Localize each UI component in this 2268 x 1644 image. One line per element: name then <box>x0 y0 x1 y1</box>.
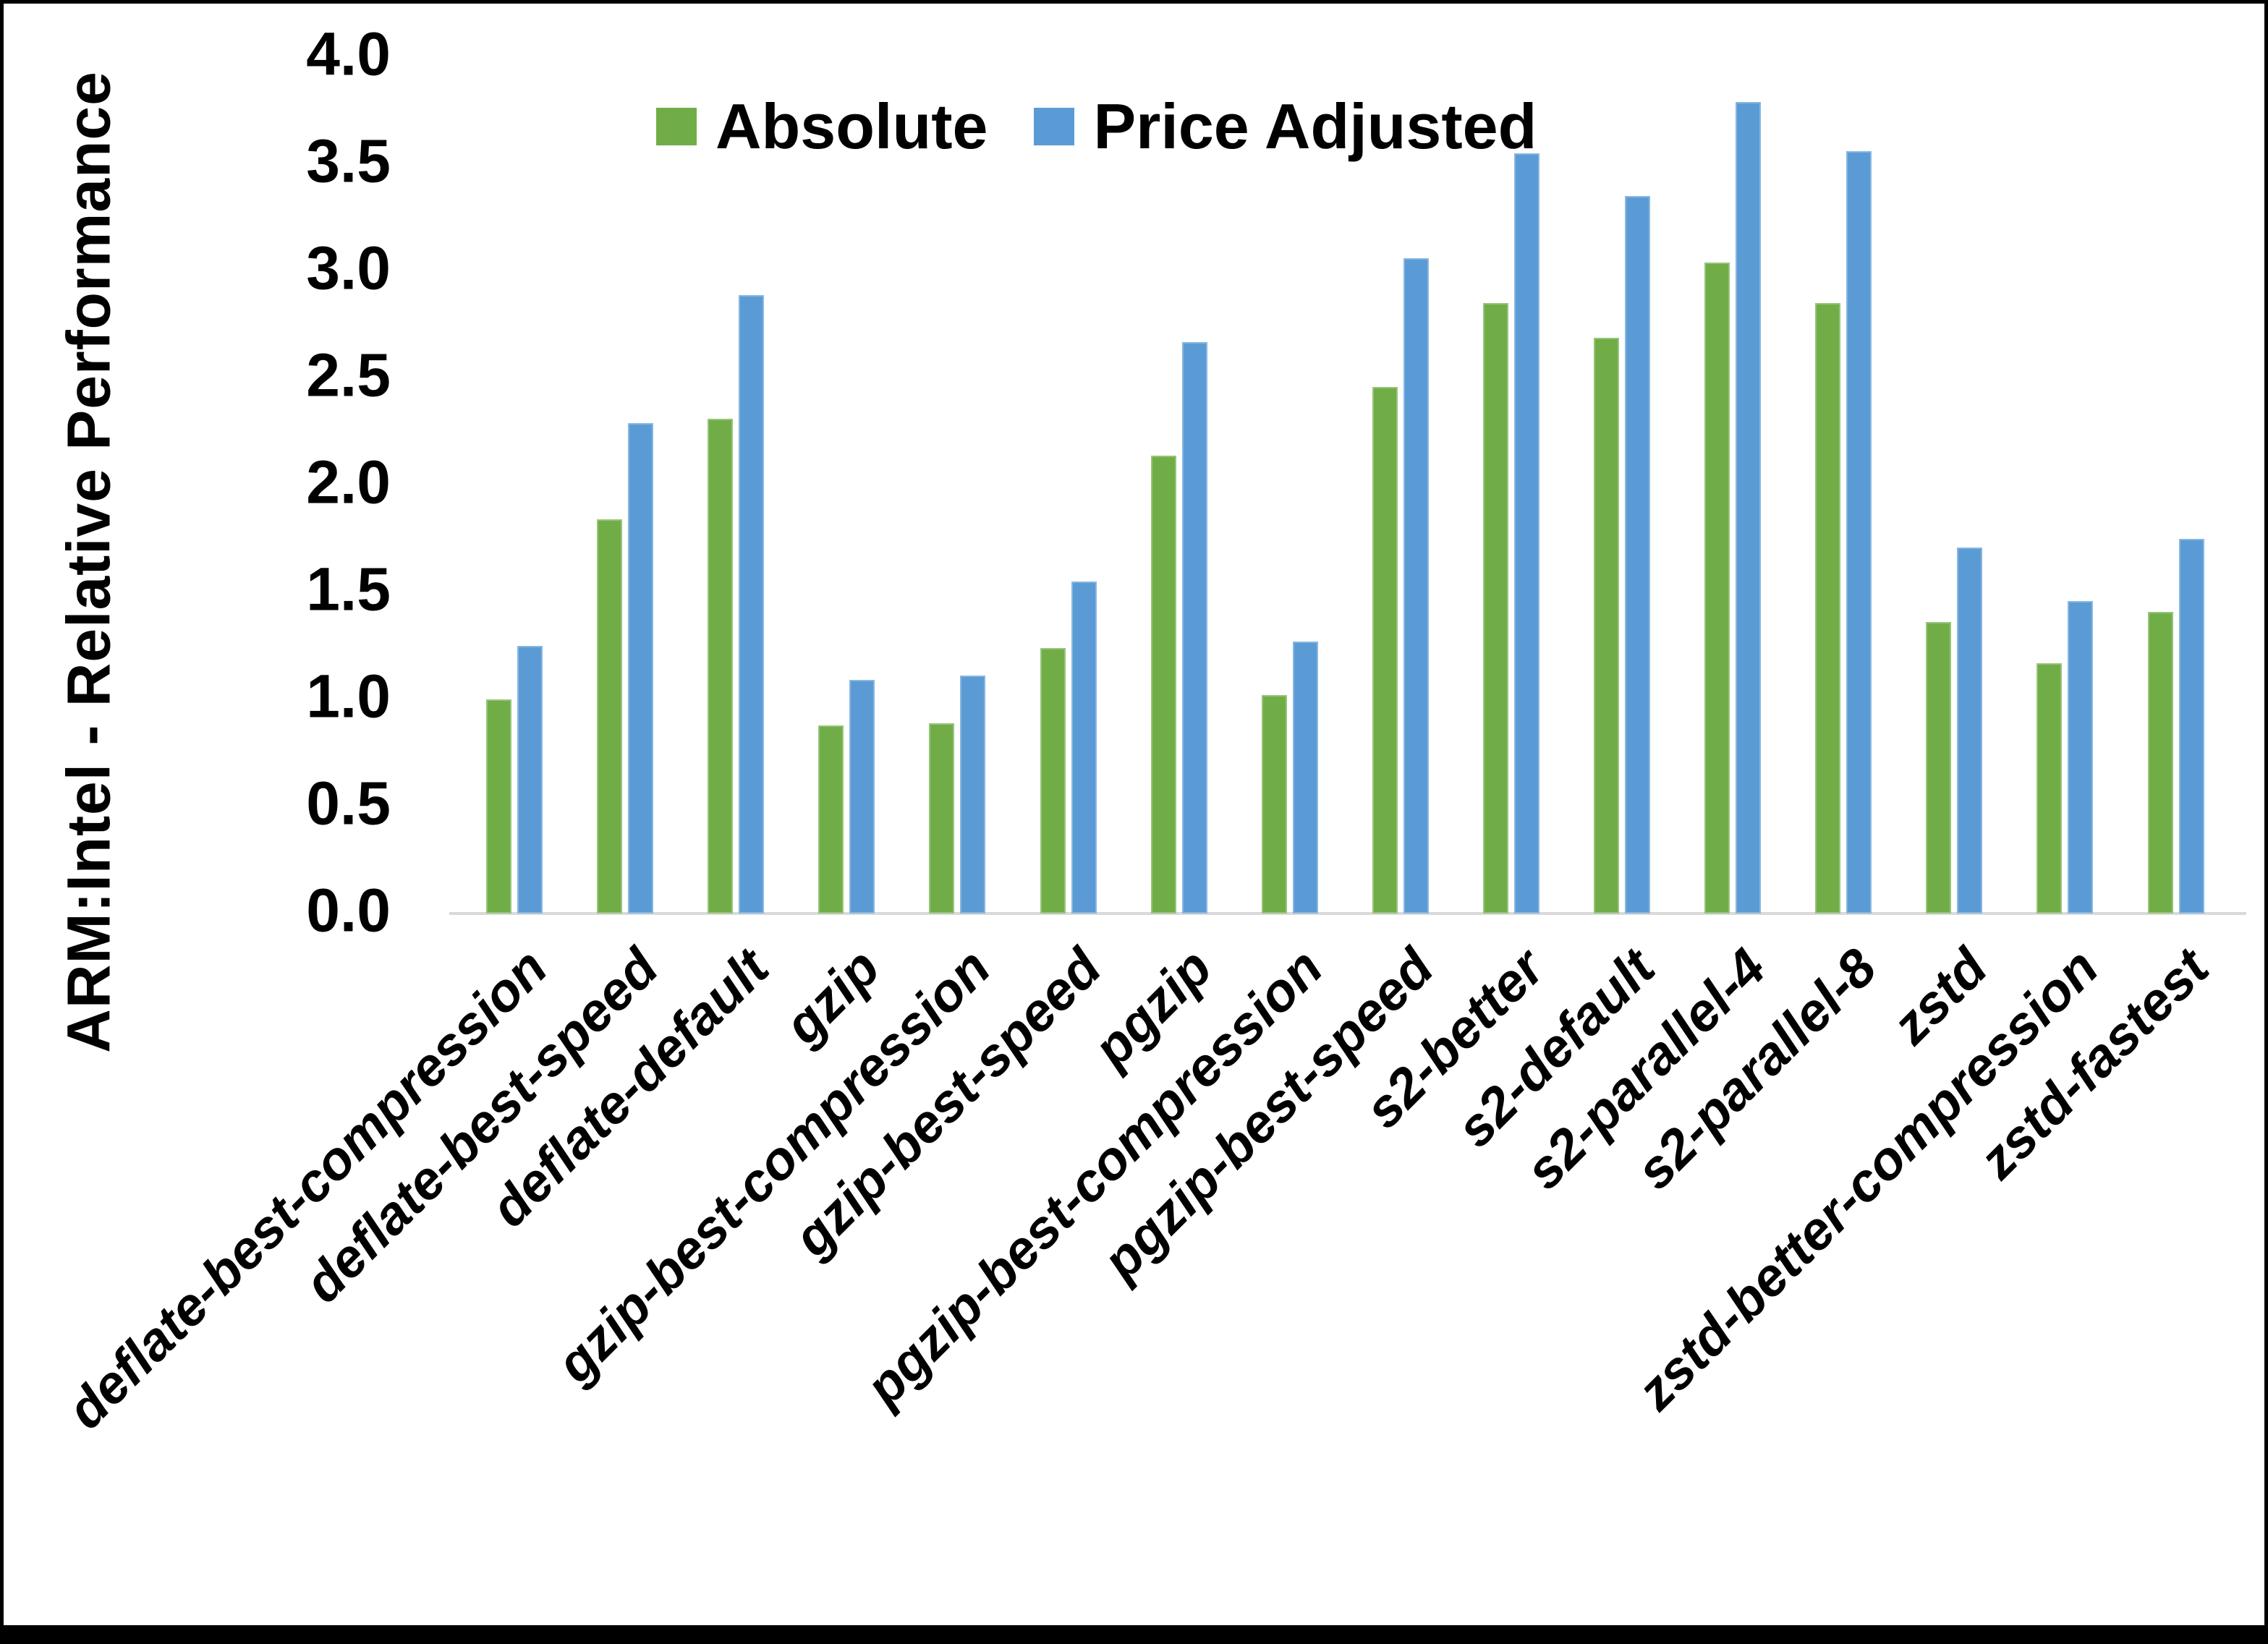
y-tick-label-3-0: 3.0 <box>306 234 391 302</box>
legend-label-price-adjusted: Price Adjusted <box>1093 90 1537 162</box>
bar-price-adjusted-s2-default <box>1625 196 1650 913</box>
bar-price-adjusted-pgzip-best-speed <box>1403 258 1429 913</box>
bar-price-adjusted-pgzip <box>1181 342 1207 913</box>
bar-absolute-s2-default <box>1594 338 1619 913</box>
bar-price-adjusted-s2-better <box>1513 153 1539 913</box>
bar-price-adjusted-zstd-better-compression <box>2068 601 2094 913</box>
bar-absolute-s2-parallel-4 <box>1704 263 1730 913</box>
legend-item-absolute: Absolute <box>656 95 988 158</box>
legend-swatch-absolute-icon <box>656 108 697 145</box>
bar-absolute-deflate-best-compression <box>486 699 511 913</box>
y-tick-label-3-5: 3.5 <box>306 127 391 195</box>
bar-price-adjusted-gzip-best-compression <box>960 676 986 913</box>
bar-absolute-zstd <box>1926 622 1952 913</box>
y-tick-label-2-5: 2.5 <box>306 341 391 409</box>
bar-absolute-deflate-default <box>708 419 734 913</box>
bar-absolute-zstd-fastest <box>2147 612 2173 913</box>
y-tick-label-1-5: 1.5 <box>306 555 391 623</box>
bar-price-adjusted-zstd-fastest <box>2178 539 2204 913</box>
bar-absolute-pgzip-best-compression <box>1261 695 1287 913</box>
y-tick-label-1-0: 1.0 <box>306 662 391 731</box>
bar-absolute-gzip <box>818 725 844 913</box>
bar-price-adjusted-deflate-best-compression <box>517 646 543 913</box>
y-tick-label-4-0: 4.0 <box>306 20 391 88</box>
bar-price-adjusted-gzip <box>849 680 875 913</box>
bar-price-adjusted-deflate-best-speed <box>628 423 654 913</box>
bar-price-adjusted-deflate-default <box>739 295 765 913</box>
legend: Absolute Price Adjusted <box>656 95 1537 158</box>
legend-label-absolute: Absolute <box>715 90 988 162</box>
bar-absolute-pgzip <box>1150 456 1176 913</box>
y-tick-label-2-0: 2.0 <box>306 448 391 516</box>
bar-price-adjusted-s2-parallel-8 <box>1846 151 1872 913</box>
bar-price-adjusted-zstd <box>1957 548 1983 913</box>
bar-absolute-zstd-better-compression <box>2036 663 2063 913</box>
y-axis-title: ARM:Intel - Relative Performance <box>54 71 123 1053</box>
bar-absolute-gzip-best-speed <box>1040 648 1066 913</box>
bar-absolute-s2-parallel-8 <box>1815 303 1841 913</box>
bar-price-adjusted-gzip-best-speed <box>1071 582 1097 913</box>
y-tick-label-0-0: 0.0 <box>306 876 391 945</box>
x-axis-line <box>449 912 2246 915</box>
legend-swatch-price-adjusted-icon <box>1034 108 1075 145</box>
bar-price-adjusted-s2-parallel-4 <box>1736 102 1762 913</box>
bar-absolute-gzip-best-compression <box>929 723 955 913</box>
bar-absolute-s2-better <box>1482 303 1508 913</box>
bar-absolute-deflate-best-speed <box>597 519 623 913</box>
bar-absolute-pgzip-best-speed <box>1372 387 1398 913</box>
legend-item-price-adjusted: Price Adjusted <box>1034 95 1537 158</box>
bar-price-adjusted-pgzip-best-compression <box>1292 642 1318 913</box>
y-tick-label-0-5: 0.5 <box>306 769 391 838</box>
